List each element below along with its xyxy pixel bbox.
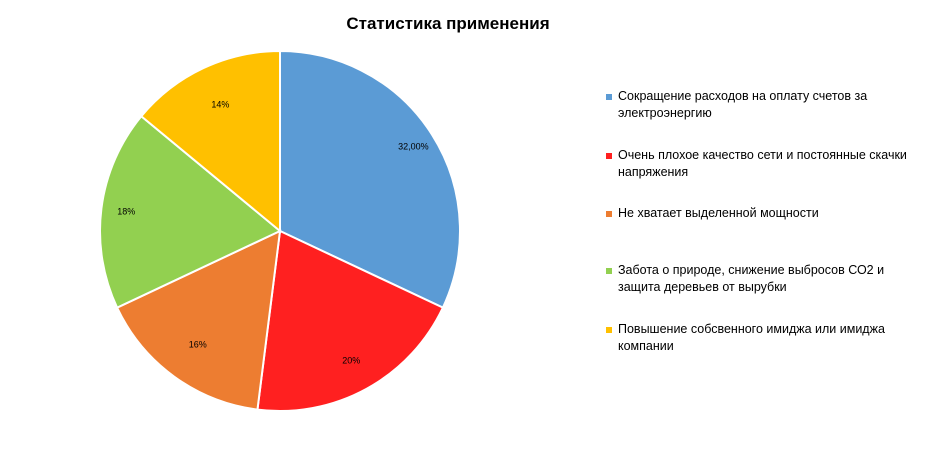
legend-item-2: Очень плохое качество сети и постоянные … (606, 147, 918, 181)
legend-item-5: Повышение собсвенного имиджа или имиджа … (606, 321, 918, 355)
slice-label-4: 18% (117, 207, 135, 217)
pie-slice-2 (256, 229, 445, 412)
slice-label-3: 16% (189, 339, 207, 349)
pie-slice-1 (279, 49, 461, 309)
legend-swatch-1 (606, 94, 612, 100)
legend-swatch-3 (606, 211, 612, 217)
legend-swatch-2 (606, 153, 612, 159)
legend-label-5: Повышение собсвенного имиджа или имиджа … (618, 322, 885, 353)
pie-slice-4 (99, 114, 282, 309)
chart-title: Статистика применения (346, 14, 550, 33)
legend-item-1: Сокращение расходов на оплату счетов за … (606, 88, 918, 122)
legend-swatch-4 (606, 268, 612, 274)
legend-swatch-5 (606, 327, 612, 333)
slice-label-1: 32,00% (398, 141, 429, 151)
legend-label-2: Очень плохое качество сети и постоянные … (618, 148, 907, 179)
legend-item-3: Не хватает выделенной мощности (606, 205, 918, 222)
legend-item-4: Забота о природе, снижение выбросов СО2 … (606, 262, 918, 296)
legend-label-4: Забота о природе, снижение выбросов СО2 … (618, 263, 885, 294)
slice-label-5: 14% (211, 99, 229, 109)
legend-label-3: Не хватает выделенной мощности (618, 206, 819, 220)
pie-slice-3 (115, 229, 282, 411)
pie-slice-5 (139, 49, 281, 234)
slice-label-2: 20% (342, 356, 360, 366)
legend-label-1: Сокращение расходов на оплату счетов за … (618, 89, 868, 120)
